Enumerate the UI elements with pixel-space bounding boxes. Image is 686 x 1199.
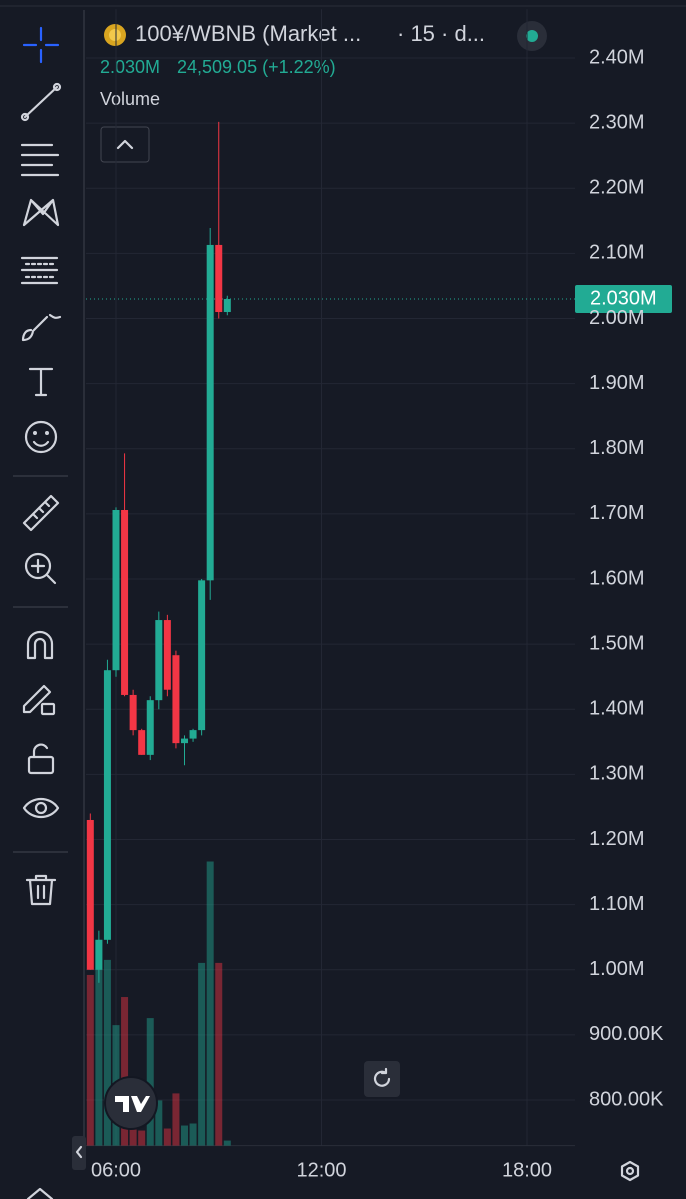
candle-body <box>103 670 111 940</box>
collapse-chevron <box>116 139 134 150</box>
volume-bar <box>129 1128 137 1146</box>
y-tick-label: 1.10M <box>589 893 645 915</box>
candle-body <box>189 730 197 739</box>
candle-body <box>129 694 137 731</box>
y-tick-label: 1.50M <box>589 632 645 654</box>
y-tick-label: 800.00K <box>589 1088 664 1110</box>
interval: · 15 · d... <box>397 21 485 46</box>
volume-bar <box>121 997 129 1146</box>
volume-bar <box>181 1125 188 1146</box>
volume-bar <box>146 1018 154 1146</box>
lock-drawing-tool[interactable] <box>22 684 56 716</box>
candle-body <box>121 509 129 695</box>
y-tick-label: 1.70M <box>589 502 645 524</box>
brush-tool[interactable] <box>21 313 62 342</box>
y-tick-label: 2.00M <box>589 307 645 329</box>
volume-bar <box>189 1123 197 1146</box>
lock-tool[interactable] <box>27 743 55 775</box>
status-dot <box>526 30 538 42</box>
y-tick-label: 1.30M <box>589 763 645 785</box>
candle-body <box>215 244 223 313</box>
price-change: 24,509.05 (+1.22%) <box>177 57 336 77</box>
volume-bar <box>206 861 214 1146</box>
volume-bar <box>155 1100 163 1146</box>
volume-bar <box>138 1130 146 1146</box>
y-tick-label: 2.10M <box>589 242 645 264</box>
volume-bar <box>172 1093 180 1146</box>
y-tick-label: 1.80M <box>589 437 645 459</box>
last-price: 2.030M <box>100 57 160 77</box>
candle-body <box>138 730 146 755</box>
plot <box>86 9 672 1147</box>
crosshair-tool[interactable] <box>22 26 60 64</box>
candle-body <box>155 620 163 701</box>
visibility-tool[interactable] <box>22 797 60 819</box>
candle-body <box>181 738 188 744</box>
pattern-tool[interactable] <box>22 198 60 227</box>
volume-legend: Volume <box>100 89 160 109</box>
toolbar <box>13 26 68 1199</box>
candle-body <box>206 244 214 581</box>
y-tick-label: 1.60M <box>589 567 645 589</box>
last-price-box <box>575 284 672 313</box>
volume-bar <box>198 962 206 1146</box>
y-tick-label: 1.00M <box>589 958 645 980</box>
candle-body <box>86 819 94 970</box>
volume-bar <box>86 974 94 1146</box>
trendline-tool[interactable] <box>20 82 62 122</box>
y-tick-label: 1.20M <box>589 828 645 850</box>
y-tick-label: 1.90M <box>589 372 645 394</box>
candle-body <box>163 620 171 690</box>
x-tick-label: 18:00 <box>502 1159 552 1181</box>
volume-bar <box>163 1128 171 1146</box>
candle-body <box>95 939 103 970</box>
symbol-title[interactable]: 100¥/WBNB (Market ... <box>135 21 361 46</box>
reset-button[interactable] <box>364 1061 400 1097</box>
fib-tool[interactable] <box>20 143 60 177</box>
delete-tool[interactable] <box>25 874 57 906</box>
candle-body <box>198 580 206 731</box>
reset-icon <box>373 1067 391 1087</box>
last-price-label: 2.030M <box>590 287 657 309</box>
candle-body <box>112 509 120 671</box>
zoom-tool[interactable] <box>24 552 57 585</box>
x-tick-label: 12:00 <box>296 1159 346 1181</box>
magnet-tool[interactable] <box>26 630 54 660</box>
y-tick-label: 2.40M <box>589 46 645 68</box>
side-toggle-icon <box>75 1145 83 1159</box>
volume-bar <box>103 959 111 1146</box>
y-tick-label: 2.20M <box>589 177 645 199</box>
y-tick-label: 1.40M <box>589 698 645 720</box>
candle-body <box>172 655 180 744</box>
x-tick-label: 06:00 <box>91 1159 141 1181</box>
tv-logo[interactable] <box>104 1076 158 1130</box>
y-tick-label: 2.30M <box>589 111 645 133</box>
volume-bar <box>223 1140 231 1146</box>
coin-icon-inner <box>109 29 121 41</box>
volume-bar <box>95 939 103 1146</box>
ruler-tool[interactable] <box>22 494 60 532</box>
y-tick-label: 900.00K <box>589 1023 664 1045</box>
settings-button[interactable] <box>620 1160 640 1182</box>
projection-tool[interactable] <box>20 256 59 285</box>
candle-body <box>146 700 154 755</box>
candle-body <box>223 298 231 313</box>
emoji-tool[interactable] <box>24 420 58 454</box>
expand-toolbar[interactable] <box>26 1187 54 1199</box>
tv-logo-mark <box>115 1096 150 1112</box>
collapse-button[interactable] <box>100 126 150 163</box>
settings-icon <box>625 1166 635 1176</box>
text-tool[interactable] <box>28 367 54 397</box>
volume-bar <box>215 962 223 1146</box>
